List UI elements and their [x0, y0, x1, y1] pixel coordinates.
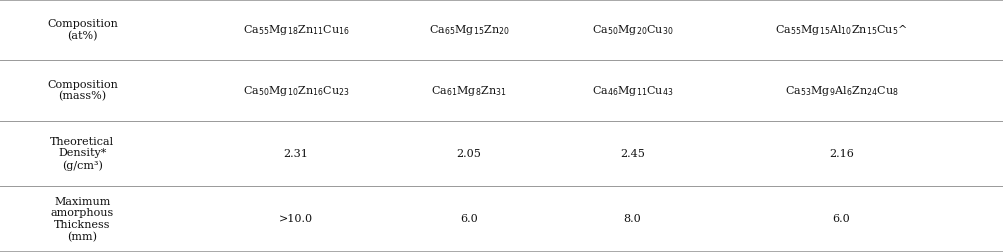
Text: Ca$_{61}$Mg$_{8}$Zn$_{31}$: Ca$_{61}$Mg$_{8}$Zn$_{31}$ [430, 84, 507, 98]
Text: 2.45: 2.45 [620, 149, 644, 159]
Text: Ca$_{53}$Mg$_{9}$Al$_{6}$Zn$_{24}$Cu$_{8}$: Ca$_{53}$Mg$_{9}$Al$_{6}$Zn$_{24}$Cu$_{8… [783, 84, 898, 98]
Text: 8.0: 8.0 [623, 214, 641, 224]
Text: >10.0: >10.0 [279, 214, 313, 224]
Text: Theoretical
Density*
(g/cm³): Theoretical Density* (g/cm³) [50, 137, 114, 171]
Text: 2.16: 2.16 [828, 149, 853, 159]
Text: Ca$_{65}$Mg$_{15}$Zn$_{20}$: Ca$_{65}$Mg$_{15}$Zn$_{20}$ [428, 23, 509, 37]
Text: Ca$_{55}$Mg$_{18}$Zn$_{11}$Cu$_{16}$: Ca$_{55}$Mg$_{18}$Zn$_{11}$Cu$_{16}$ [243, 23, 349, 37]
Text: 2.31: 2.31 [284, 149, 308, 159]
Text: Composition
(mass%): Composition (mass%) [47, 80, 117, 102]
Text: 6.0: 6.0 [831, 214, 850, 224]
Text: Ca$_{55}$Mg$_{15}$Al$_{10}$Zn$_{15}$Cu$_{5}$^: Ca$_{55}$Mg$_{15}$Al$_{10}$Zn$_{15}$Cu$_… [774, 23, 907, 37]
Text: 6.0: 6.0 [459, 214, 477, 224]
Text: Ca$_{46}$Mg$_{11}$Cu$_{43}$: Ca$_{46}$Mg$_{11}$Cu$_{43}$ [592, 84, 672, 98]
Text: Ca$_{50}$Mg$_{20}$Cu$_{30}$: Ca$_{50}$Mg$_{20}$Cu$_{30}$ [591, 23, 673, 37]
Text: Maximum
amorphous
Thickness
(mm): Maximum amorphous Thickness (mm) [51, 197, 113, 242]
Text: Ca$_{50}$Mg$_{10}$Zn$_{16}$Cu$_{23}$: Ca$_{50}$Mg$_{10}$Zn$_{16}$Cu$_{23}$ [243, 84, 349, 98]
Text: Composition
(at%): Composition (at%) [47, 19, 117, 41]
Text: 2.05: 2.05 [456, 149, 480, 159]
